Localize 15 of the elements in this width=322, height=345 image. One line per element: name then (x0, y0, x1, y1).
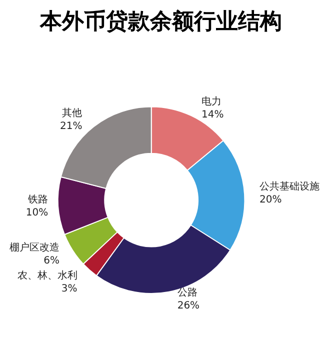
slice-label: 公共基础设施 (260, 180, 320, 193)
data-label: 10% (26, 207, 48, 218)
slice-label: 其他 (62, 106, 82, 119)
slice-label: 公路 (177, 286, 198, 299)
data-label: 20% (260, 194, 282, 206)
slice-label: 农、林、水利 (17, 269, 78, 282)
data-label: 3% (61, 283, 78, 294)
data-label: 6% (44, 255, 60, 266)
data-label: 21% (60, 120, 82, 132)
slice-label: 棚户区改造 (10, 241, 60, 254)
data-label: 26% (177, 300, 200, 312)
slice-label: 电力 (202, 95, 222, 108)
chart-title: 本外币贷款余额行业结构 (39, 8, 282, 34)
slice-label: 铁路 (27, 193, 48, 206)
data-label: 14% (202, 109, 224, 120)
